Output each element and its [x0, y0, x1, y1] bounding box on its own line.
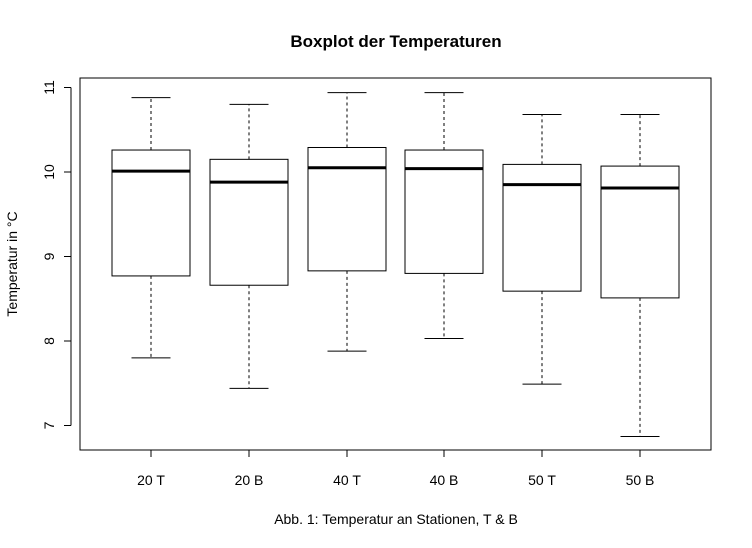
- chart-title: Boxplot der Temperaturen: [290, 32, 501, 51]
- x-tick-label: 50 T: [528, 472, 556, 488]
- iqr-box: [404, 149, 484, 274]
- iqr-box: [600, 165, 680, 299]
- box-50-t: [502, 114, 582, 385]
- x-tick-label: 40 T: [333, 472, 361, 488]
- box-40-b: [404, 92, 484, 339]
- box-50-b: [600, 114, 680, 437]
- x-tick-label: 50 B: [626, 472, 655, 488]
- iqr-box: [307, 146, 387, 272]
- y-axis-label: Temperatur in °C: [4, 211, 20, 316]
- y-tick-label: 9: [41, 252, 57, 260]
- y-tick-label: 8: [41, 337, 57, 345]
- box-series: [111, 92, 680, 437]
- iqr-box: [111, 149, 191, 277]
- iqr-box: [209, 158, 289, 286]
- x-tick-label: 20 T: [137, 472, 165, 488]
- box-20-t: [111, 97, 191, 359]
- x-axis-label: Abb. 1: Temperatur an Stationen, T & B: [274, 511, 518, 527]
- x-tick-label: 20 B: [235, 472, 264, 488]
- y-tick-label: 7: [41, 421, 57, 429]
- y-axis: 7 8 9 10 11: [41, 80, 72, 429]
- y-tick-label: 10: [41, 164, 57, 180]
- x-tick-label: 40 B: [430, 472, 459, 488]
- y-tick-label: 11: [41, 80, 57, 95]
- box-40-t: [307, 92, 387, 352]
- box-20-b: [209, 103, 289, 389]
- x-axis: 20 T 20 B 40 T 40 B 50 T 50 B: [137, 449, 655, 488]
